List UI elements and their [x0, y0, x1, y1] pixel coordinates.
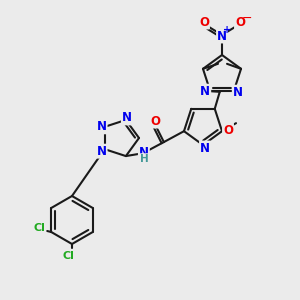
Text: N: N: [122, 111, 132, 124]
Text: N: N: [139, 146, 149, 159]
Text: N: N: [200, 142, 210, 154]
Text: N: N: [233, 86, 243, 99]
Text: −: −: [242, 11, 252, 25]
Text: Cl: Cl: [62, 251, 74, 261]
Text: O: O: [151, 115, 161, 128]
Text: H: H: [140, 154, 149, 164]
Text: Cl: Cl: [33, 223, 45, 233]
Text: N: N: [200, 85, 210, 98]
Text: +: +: [223, 25, 231, 35]
Text: N: N: [97, 120, 106, 133]
Text: N: N: [97, 145, 106, 158]
Text: O: O: [199, 16, 209, 28]
Text: O: O: [235, 16, 245, 28]
Text: N: N: [217, 29, 227, 43]
Text: O: O: [223, 124, 233, 137]
